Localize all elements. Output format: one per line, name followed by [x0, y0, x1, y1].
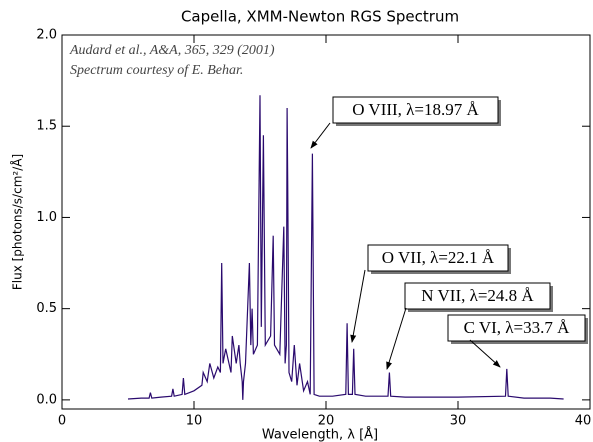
x-tick-label: 40 [575, 414, 592, 429]
annotation: N VII, λ=24.8 Å [421, 286, 534, 305]
annotation: O VIII, λ=18.97 Å [352, 100, 479, 119]
y-tick-label: 1.0 [36, 210, 57, 225]
annotation-arrow [469, 339, 501, 368]
chart-title: Capella, XMM-Newton RGS Spectrum [181, 8, 459, 26]
x-tick-label: 30 [450, 414, 467, 429]
y-tick-label: 0.5 [36, 301, 57, 316]
y-axis-label: Flux [photons/s/cm²/Å] [10, 154, 25, 290]
x-axis-label: Wavelength, λ [Å] [262, 427, 378, 442]
annotation-box [447, 314, 586, 342]
x-tick-label: 10 [186, 414, 203, 429]
note: Audard et al., A&A, 365, 329 (2001) [69, 43, 275, 58]
annotation: O VII, λ=22.1 Å [382, 248, 495, 267]
annotation-arrow [310, 122, 331, 149]
annotation-box [367, 244, 509, 272]
spectrum-line [127, 95, 564, 400]
plot-frame [61, 34, 591, 410]
annotation-arrow [386, 307, 407, 370]
annotation-box [332, 96, 499, 124]
y-tick-label: 0.0 [36, 392, 57, 407]
annotation-arrow [350, 269, 366, 343]
x-tick-label: 0 [58, 414, 66, 429]
y-tick-label: 1.5 [36, 119, 57, 134]
x-tick-label: 20 [318, 414, 335, 429]
annotation: C VI, λ=33.7 Å [464, 318, 571, 337]
annotation-box [404, 282, 551, 310]
note: Spectrum courtesy of E. Behar. [70, 63, 243, 78]
y-tick-label: 2.0 [36, 28, 57, 43]
